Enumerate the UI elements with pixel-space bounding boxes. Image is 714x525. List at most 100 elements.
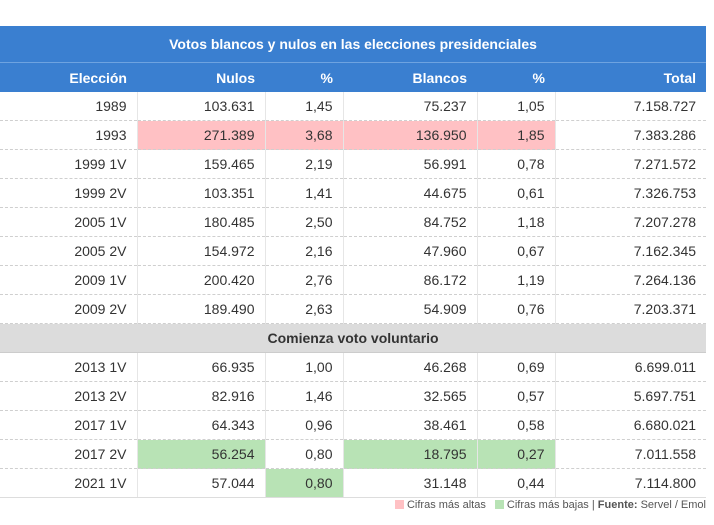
cell-eleccion: 2005 2V <box>0 236 138 266</box>
section-label: Comienza voto voluntario <box>0 323 707 353</box>
cell-blancos-pct: 0,67 <box>477 236 556 266</box>
cell-nulos: 159.465 <box>137 149 266 179</box>
table-row: 2021 1V 57.044 0,80 31.148 0,44 7.114.800 <box>0 468 707 498</box>
cell-eleccion: 2013 1V <box>0 352 138 382</box>
cell-nulos-pct: 0,96 <box>265 410 344 440</box>
cell-nulos-pct: 1,46 <box>265 381 344 411</box>
cell-blancos: 18.795 <box>343 439 478 469</box>
legend-low-label: Cifras más bajas <box>506 499 589 511</box>
cell-nulos: 180.485 <box>137 207 266 237</box>
header-nulos-pct: % <box>265 62 343 92</box>
cell-blancos: 46.268 <box>343 352 478 382</box>
cell-nulos-pct: 0,80 <box>265 439 344 469</box>
cell-nulos: 56.254 <box>137 439 266 469</box>
cell-blancos: 56.991 <box>343 149 478 179</box>
cell-blancos: 75.237 <box>343 92 478 121</box>
section-row: Comienza voto voluntario <box>0 323 707 353</box>
cell-nulos: 82.916 <box>137 381 266 411</box>
cell-blancos-pct: 1,85 <box>477 120 556 150</box>
header-total: Total <box>555 62 707 92</box>
source-label: Fuente: <box>597 499 638 511</box>
cell-total: 7.011.558 <box>555 439 707 469</box>
table-body: 1989 103.631 1,45 75.237 1,05 7.158.727 1993 27… <box>0 92 707 498</box>
cell-nulos-pct: 1,45 <box>265 92 344 121</box>
cell-nulos-pct: 2,76 <box>265 265 344 295</box>
cell-total: 7.383.286 <box>555 120 707 150</box>
cell-nulos: 271.389 <box>137 120 266 150</box>
cell-blancos-pct: 1,19 <box>477 265 556 295</box>
table-title: Votos blancos y nulos en las elecciones … <box>0 26 707 63</box>
cell-blancos-pct: 0,58 <box>477 410 556 440</box>
cell-total: 6.699.011 <box>555 352 707 382</box>
cell-blancos-pct: 0,44 <box>477 468 556 498</box>
cell-nulos-pct: 1,41 <box>265 178 344 208</box>
cell-eleccion: 1989 <box>0 92 138 121</box>
table-row: 2017 2V 56.254 0,80 18.795 0,27 7.011.558 <box>0 439 707 469</box>
cell-total: 7.326.753 <box>555 178 707 208</box>
cell-nulos: 64.343 <box>137 410 266 440</box>
table-row: 2013 1V 66.935 1,00 46.268 0,69 6.699.011 <box>0 352 707 382</box>
cell-blancos: 54.909 <box>343 294 478 324</box>
cell-nulos-pct: 2,50 <box>265 207 344 237</box>
cell-blancos-pct: 0,27 <box>477 439 556 469</box>
cell-nulos: 103.351 <box>137 178 266 208</box>
table-row: 2009 2V 189.490 2,63 54.909 0,76 7.203.371 <box>0 294 707 324</box>
cell-blancos-pct: 0,69 <box>477 352 556 382</box>
cell-blancos: 38.461 <box>343 410 478 440</box>
header-blancos-pct: % <box>477 62 555 92</box>
table-row: 2013 2V 82.916 1,46 32.565 0,57 5.697.751 <box>0 381 707 411</box>
cell-total: 7.271.572 <box>555 149 707 179</box>
legend-high-label: Cifras más altas <box>406 499 486 511</box>
cell-blancos-pct: 0,57 <box>477 381 556 411</box>
cell-blancos: 136.950 <box>343 120 478 150</box>
cell-nulos: 154.972 <box>137 236 266 266</box>
header-eleccion: Elección <box>0 62 137 92</box>
cell-blancos-pct: 0,61 <box>477 178 556 208</box>
cell-blancos: 47.960 <box>343 236 478 266</box>
cell-eleccion: 1999 2V <box>0 178 138 208</box>
cell-nulos-pct: 2,16 <box>265 236 344 266</box>
table-row: 1989 103.631 1,45 75.237 1,05 7.158.727 <box>0 92 707 121</box>
cell-eleccion: 2005 1V <box>0 207 138 237</box>
legend-low-swatch <box>494 500 504 509</box>
cell-blancos: 84.752 <box>343 207 478 237</box>
header-nulos: Nulos <box>137 62 265 92</box>
cell-nulos: 66.935 <box>137 352 266 382</box>
cell-blancos-pct: 1,18 <box>477 207 556 237</box>
legend-separator: | <box>588 499 598 511</box>
table-row: 2005 2V 154.972 2,16 47.960 0,67 7.162.345 <box>0 236 707 266</box>
cell-total: 7.114.800 <box>555 468 707 498</box>
cell-total: 7.158.727 <box>555 92 707 121</box>
cell-nulos: 189.490 <box>137 294 266 324</box>
table-row: 2005 1V 180.485 2,50 84.752 1,18 7.207.278 <box>0 207 707 237</box>
cell-blancos: 86.172 <box>343 265 478 295</box>
cell-nulos: 103.631 <box>137 92 266 121</box>
cell-nulos-pct: 2,19 <box>265 149 344 179</box>
cell-nulos-pct: 2,63 <box>265 294 344 324</box>
cell-blancos: 44.675 <box>343 178 478 208</box>
cell-nulos-pct: 1,00 <box>265 352 344 382</box>
cell-blancos-pct: 1,05 <box>477 92 556 121</box>
cell-eleccion: 1999 1V <box>0 149 138 179</box>
cell-total: 5.697.751 <box>555 381 707 411</box>
cell-total: 7.162.345 <box>555 236 707 266</box>
header-blancos: Blancos <box>343 62 477 92</box>
table-row: 2009 1V 200.420 2,76 86.172 1,19 7.264.136 <box>0 265 707 295</box>
cell-nulos: 57.044 <box>137 468 266 498</box>
cell-nulos-pct: 3,68 <box>265 120 344 150</box>
source-value: Servel / Emol <box>637 499 706 511</box>
legend-high-swatch <box>394 500 404 509</box>
cell-blancos-pct: 0,78 <box>477 149 556 179</box>
cell-eleccion: 2017 2V <box>0 439 138 469</box>
cell-eleccion: 2017 1V <box>0 410 138 440</box>
cell-eleccion: 2021 1V <box>0 468 138 498</box>
votes-table: Votos blancos y nulos en las elecciones … <box>0 26 707 498</box>
cell-blancos: 31.148 <box>343 468 478 498</box>
table-row: 1999 2V 103.351 1,41 44.675 0,61 7.326.753 <box>0 178 707 208</box>
cell-nulos: 200.420 <box>137 265 266 295</box>
table-container: Votos blancos y nulos en las elecciones … <box>0 26 707 498</box>
cell-blancos-pct: 0,76 <box>477 294 556 324</box>
cell-eleccion: 1993 <box>0 120 138 150</box>
cell-eleccion: 2009 2V <box>0 294 138 324</box>
cell-total: 7.264.136 <box>555 265 707 295</box>
